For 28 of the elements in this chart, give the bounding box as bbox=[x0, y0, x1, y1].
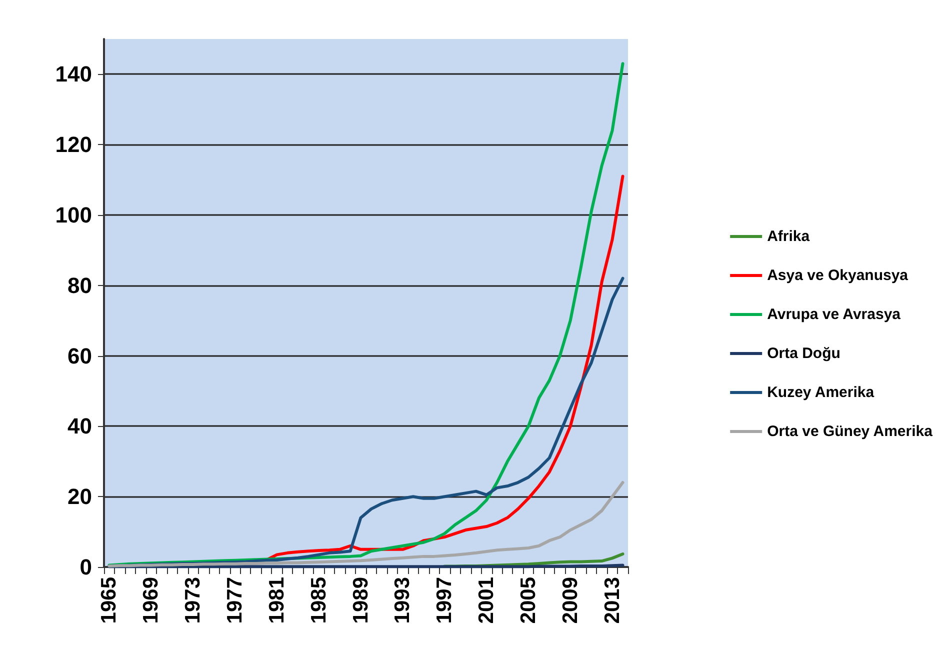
y-tick-label: 120 bbox=[55, 132, 92, 158]
y-tick-label: 100 bbox=[55, 202, 92, 228]
legend-label: Asya ve Okyanusya bbox=[767, 267, 909, 284]
y-tick-label: 60 bbox=[68, 343, 92, 368]
legend-label: Afrika bbox=[767, 228, 810, 245]
y-tick-label: 80 bbox=[68, 272, 92, 298]
x-tick-label: 2001 bbox=[475, 576, 498, 624]
y-tick-label: 20 bbox=[68, 484, 92, 510]
x-tick-label: 1997 bbox=[433, 577, 456, 624]
x-tick-label: 1993 bbox=[391, 577, 414, 624]
x-tick-label: 1977 bbox=[224, 577, 246, 624]
legend-label: Orta Doğu bbox=[767, 345, 840, 362]
y-tick-label: 0 bbox=[80, 554, 92, 580]
x-tick-label: 1981 bbox=[265, 576, 288, 624]
x-tick-label: 2009 bbox=[558, 577, 582, 624]
y-tick-label: 40 bbox=[68, 414, 92, 439]
x-tick-label: 1969 bbox=[140, 577, 163, 624]
x-tick-label: 1965 bbox=[98, 576, 121, 624]
x-tick-label: 1973 bbox=[182, 577, 205, 624]
y-tick-label: 140 bbox=[55, 62, 92, 87]
x-tick-label: 1989 bbox=[349, 577, 372, 624]
line-series bbox=[108, 481, 624, 568]
legend-label: Avrupa ve Avrasya bbox=[767, 306, 902, 323]
legend-label: Kuzey Amerika bbox=[767, 384, 875, 401]
x-tick-label: 2005 bbox=[516, 576, 540, 624]
legend-label: Orta ve Güney Amerika bbox=[767, 423, 934, 440]
x-tick-label: 1985 bbox=[307, 576, 330, 624]
x-tick-label: 2013 bbox=[600, 577, 624, 624]
